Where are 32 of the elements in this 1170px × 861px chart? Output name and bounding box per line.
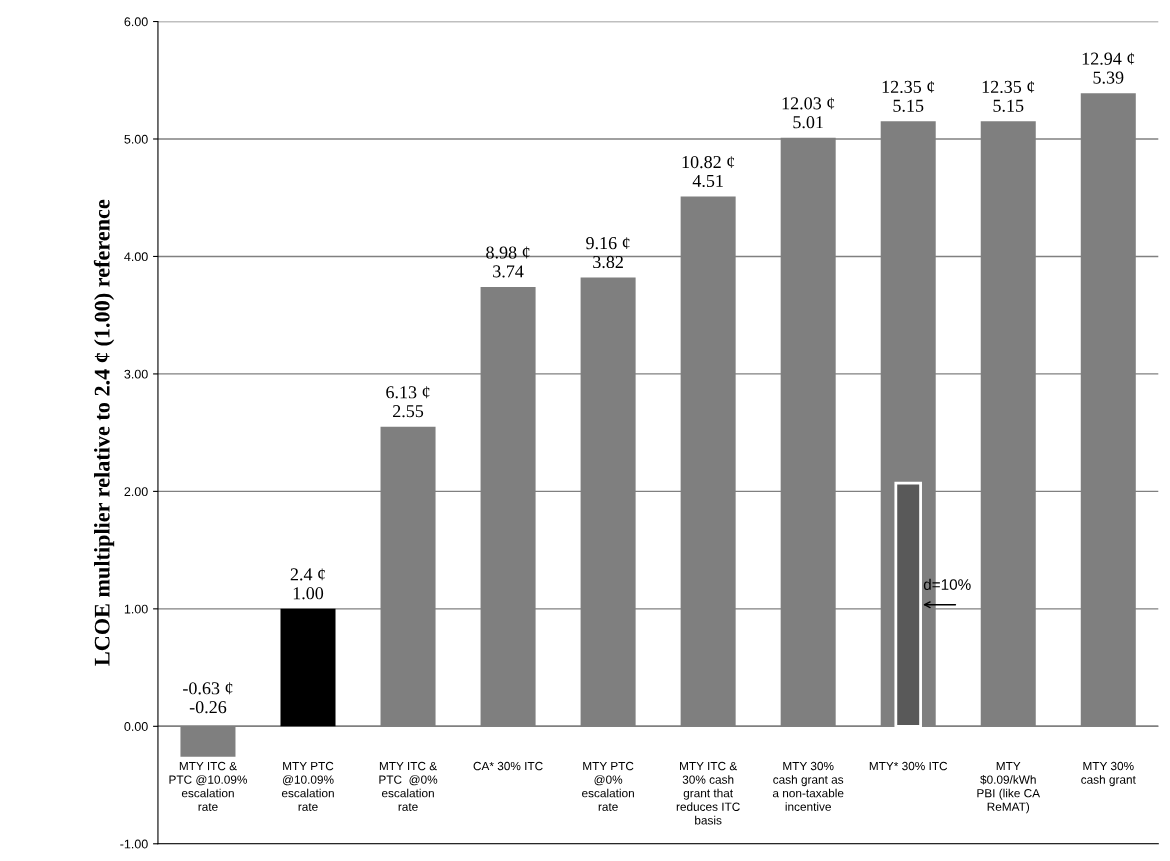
x-tick-label: CA* 30% ITC <box>473 761 543 771</box>
annotation: d=10% <box>923 578 971 590</box>
data-label: 9.16 ¢ 3.82 <box>586 237 630 269</box>
y-tick-label: 4.00 <box>124 252 148 262</box>
data-label: 12.03 ¢ 5.01 <box>782 97 835 129</box>
y-tick-label: 1.00 <box>124 604 148 614</box>
bar <box>280 608 336 727</box>
data-label: 12.94 ¢ 5.39 <box>1082 52 1135 84</box>
x-tick-label: MTY* 30% ITC <box>869 761 948 771</box>
x-tick-label: MTY PTC @0% escalation rate <box>582 761 634 811</box>
x-tick-label: MTY 30% cash grant <box>1081 761 1136 787</box>
y-tick-label: 5.00 <box>124 134 148 144</box>
x-tick-label: MTY PTC @10.09% escalation rate <box>281 761 334 811</box>
y-tick-label: 2.00 <box>124 487 148 497</box>
data-label: 2.4 ¢ 1.00 <box>290 568 325 600</box>
data-label: 12.35 ¢ 5.15 <box>882 80 935 112</box>
y-tick-label: 3.00 <box>124 369 148 379</box>
data-label: 10.82 ¢ 4.51 <box>682 155 735 188</box>
x-tick-label: MTY ITC & 30% cash grant that reduces ITC basis <box>676 761 740 825</box>
y-tick-label: 0.00 <box>124 722 148 731</box>
y-tick-label: 6.00 <box>124 17 148 27</box>
x-tick-label: MTY ITC & PTC @0% escalation rate <box>379 761 438 811</box>
bar <box>894 481 922 728</box>
y-axis-title: LCOE multiplier relative to 2.4 ¢ (1.00) reference <box>93 199 115 666</box>
data-label: 12.35 ¢ 5.15 <box>982 80 1035 112</box>
data-label: 8.98 ¢ 3.74 <box>486 246 530 278</box>
x-tick-label: MTY $0.09/kWh PBI (like CA ReMAT) <box>977 761 1041 814</box>
x-tick-label: MTY 30% cash grant as a non-taxable incentive <box>772 761 844 811</box>
data-label: 6.13 ¢ 2.55 <box>386 386 430 418</box>
x-tick-label: MTY ITC & PTC @10.09% escalation rate <box>169 761 248 811</box>
y-tick-label: -1.00 <box>120 839 148 849</box>
data-label: -0.63 ¢ -0.26 <box>183 682 233 714</box>
